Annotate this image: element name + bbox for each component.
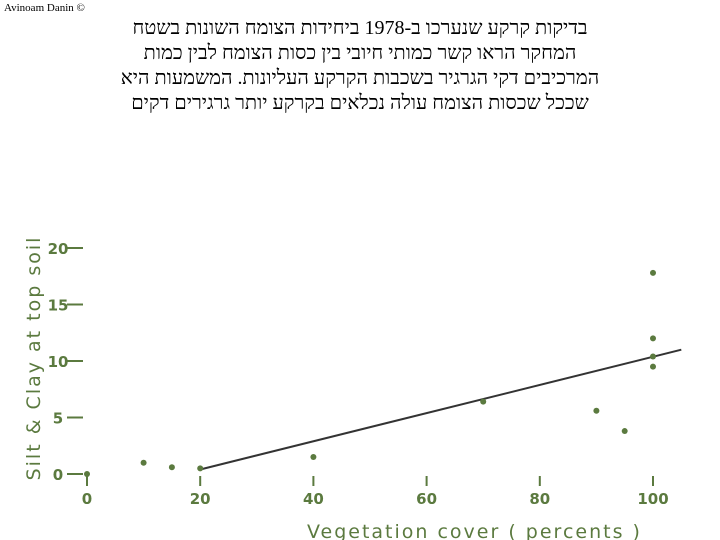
y-tick-label: 0 xyxy=(53,466,63,484)
data-point xyxy=(650,353,656,360)
data-point xyxy=(593,407,600,414)
caption-line: המחקר הראו קשר כמותי חיובי בין כסות הצומ… xyxy=(143,42,577,64)
x-tick-label: 40 xyxy=(303,490,324,508)
data-point xyxy=(650,335,656,342)
y-tick-label: 15 xyxy=(48,297,69,315)
caption-line: שככל שכסות הצומח עולה נכלאים בקרקע יותר … xyxy=(131,92,589,114)
data-point xyxy=(650,269,656,276)
y-tick-label: 10 xyxy=(48,353,69,371)
caption: בדיקות קרקע שנערכו ב-1978 ביחידות הצומח … xyxy=(20,16,700,116)
trend-line xyxy=(199,348,682,471)
x-tick-label: 60 xyxy=(416,490,437,508)
caption-line: המרכיבים דקי הגרגיר בשכבות הקרקע העליונו… xyxy=(120,67,600,89)
y-tick-label: 5 xyxy=(53,410,63,428)
data-point xyxy=(621,428,628,435)
data-point xyxy=(480,398,487,405)
x-tick-label: 0 xyxy=(82,490,92,508)
credit-text: Avinoam Danin © xyxy=(4,2,85,14)
x-tick-label: 20 xyxy=(190,490,211,508)
x-tick-label: 80 xyxy=(529,490,550,508)
data-point xyxy=(310,454,317,461)
caption-line: בדיקות קרקע שנערכו ב-1978 ביחידות הצומח … xyxy=(132,17,588,39)
data-point xyxy=(650,363,656,370)
data-point xyxy=(168,464,175,471)
data-point xyxy=(197,465,204,472)
x-tick-label: 100 xyxy=(637,490,668,508)
x-axis-label: Vegetation cover ( percents ) xyxy=(307,521,642,540)
data-point xyxy=(140,459,147,466)
y-axis-label: Silt & Clay at top soil xyxy=(23,236,45,481)
data-point xyxy=(84,471,90,477)
y-tick-label: 20 xyxy=(48,240,69,258)
